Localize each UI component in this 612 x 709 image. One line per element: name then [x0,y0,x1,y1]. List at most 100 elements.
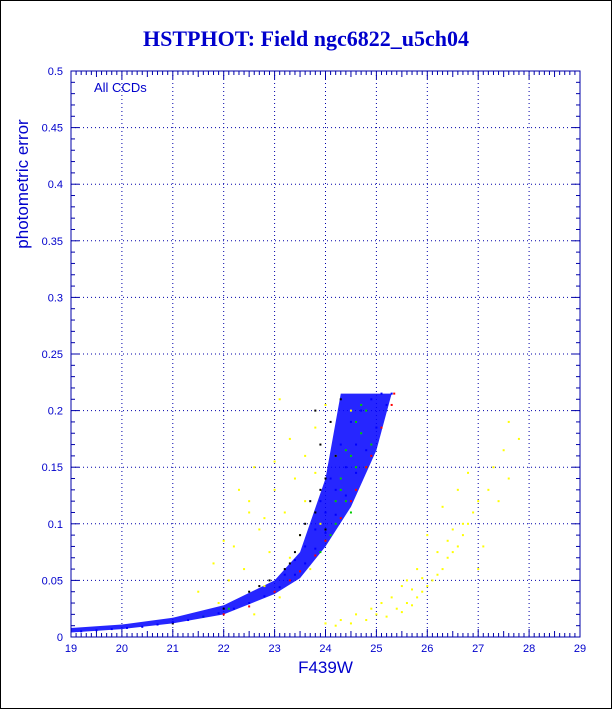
data-point [339,443,342,446]
data-point [421,590,424,593]
data-point [268,579,271,582]
data-point [243,568,246,571]
data-point [365,466,368,469]
data-point [283,573,286,576]
data-point [380,392,383,395]
data-point [456,488,459,491]
data-point [349,622,352,625]
tick-marks [70,70,581,638]
data-point [288,437,291,440]
data-point [355,420,358,423]
data-point [293,477,296,480]
x-tick-label: 21 [167,643,179,655]
data-point [390,596,393,599]
data-point [248,500,251,503]
data-point [400,611,403,614]
data-point [365,449,368,452]
x-tick-label: 22 [218,643,230,655]
data-point [395,607,398,610]
data-point [258,528,261,531]
data-point [334,500,337,503]
data-point [314,547,317,550]
data-point [472,511,475,514]
data-point [319,551,322,554]
data-point [334,454,337,457]
data-point [283,568,286,571]
points-layer [80,392,520,633]
data-point [304,522,307,525]
data-point [324,528,327,531]
data-point [355,488,358,491]
series-1 [171,398,342,625]
data-point [405,579,408,582]
data-point [365,409,368,412]
x-tick-label: 25 [370,643,382,655]
data-point [370,454,373,457]
data-point [304,545,307,548]
data-point [258,585,261,588]
data-point [390,392,393,395]
data-point [227,579,230,582]
data-point [314,554,317,557]
y-tick-label: 0.4 [48,179,63,191]
data-point [349,500,352,503]
y-tick-label: 0.5 [48,66,63,78]
data-point [344,500,347,503]
data-point [319,488,322,491]
data-point [334,624,337,627]
data-point [217,602,220,605]
data-point [202,615,205,618]
y-tick-label: 0.35 [42,236,63,248]
data-point [436,551,439,554]
data-point [222,539,225,542]
data-point [334,513,337,516]
x-tick-label: 24 [319,643,331,655]
data-point [263,517,266,520]
data-point [365,619,368,622]
x-tick-label: 27 [472,643,484,655]
data-point [446,556,449,559]
data-point [304,562,307,565]
data-point [314,528,317,531]
chart-title: HSTPHOT: Field ngc6822_u5ch04 [143,26,469,51]
data-point [339,477,342,480]
data-point [360,409,363,412]
data-point [329,420,332,423]
y-tick-label: 0.25 [42,349,63,361]
data-point [110,628,113,631]
data-point [411,588,414,591]
data-point [197,590,200,593]
data-point [339,398,342,401]
data-point [446,539,449,542]
data-point [507,477,510,480]
data-point [517,437,520,440]
data-point [349,511,352,514]
data-point [334,488,337,491]
x-tick-label: 28 [523,643,535,655]
y-tick-label: 0.05 [42,575,63,587]
y-tick-label: 0.45 [42,123,63,135]
data-point [314,511,317,514]
dense-band [71,393,392,633]
data-point [263,595,266,598]
data-point [273,460,276,463]
data-point [156,623,159,626]
data-point [344,449,347,452]
series-0 [197,398,520,627]
data-point [380,602,383,605]
y-tick-label: 0 [57,632,63,644]
data-point [436,573,439,576]
data-point [482,545,485,548]
data-point [80,630,83,633]
data-point [421,577,424,580]
data-point [355,471,358,474]
data-point [467,522,470,525]
data-point [502,449,505,452]
data-point [360,403,363,406]
dense-band-layer [71,393,392,633]
data-point [334,522,337,525]
data-point [329,534,332,537]
data-point [309,568,312,571]
data-point [217,612,220,615]
data-point [324,531,327,534]
